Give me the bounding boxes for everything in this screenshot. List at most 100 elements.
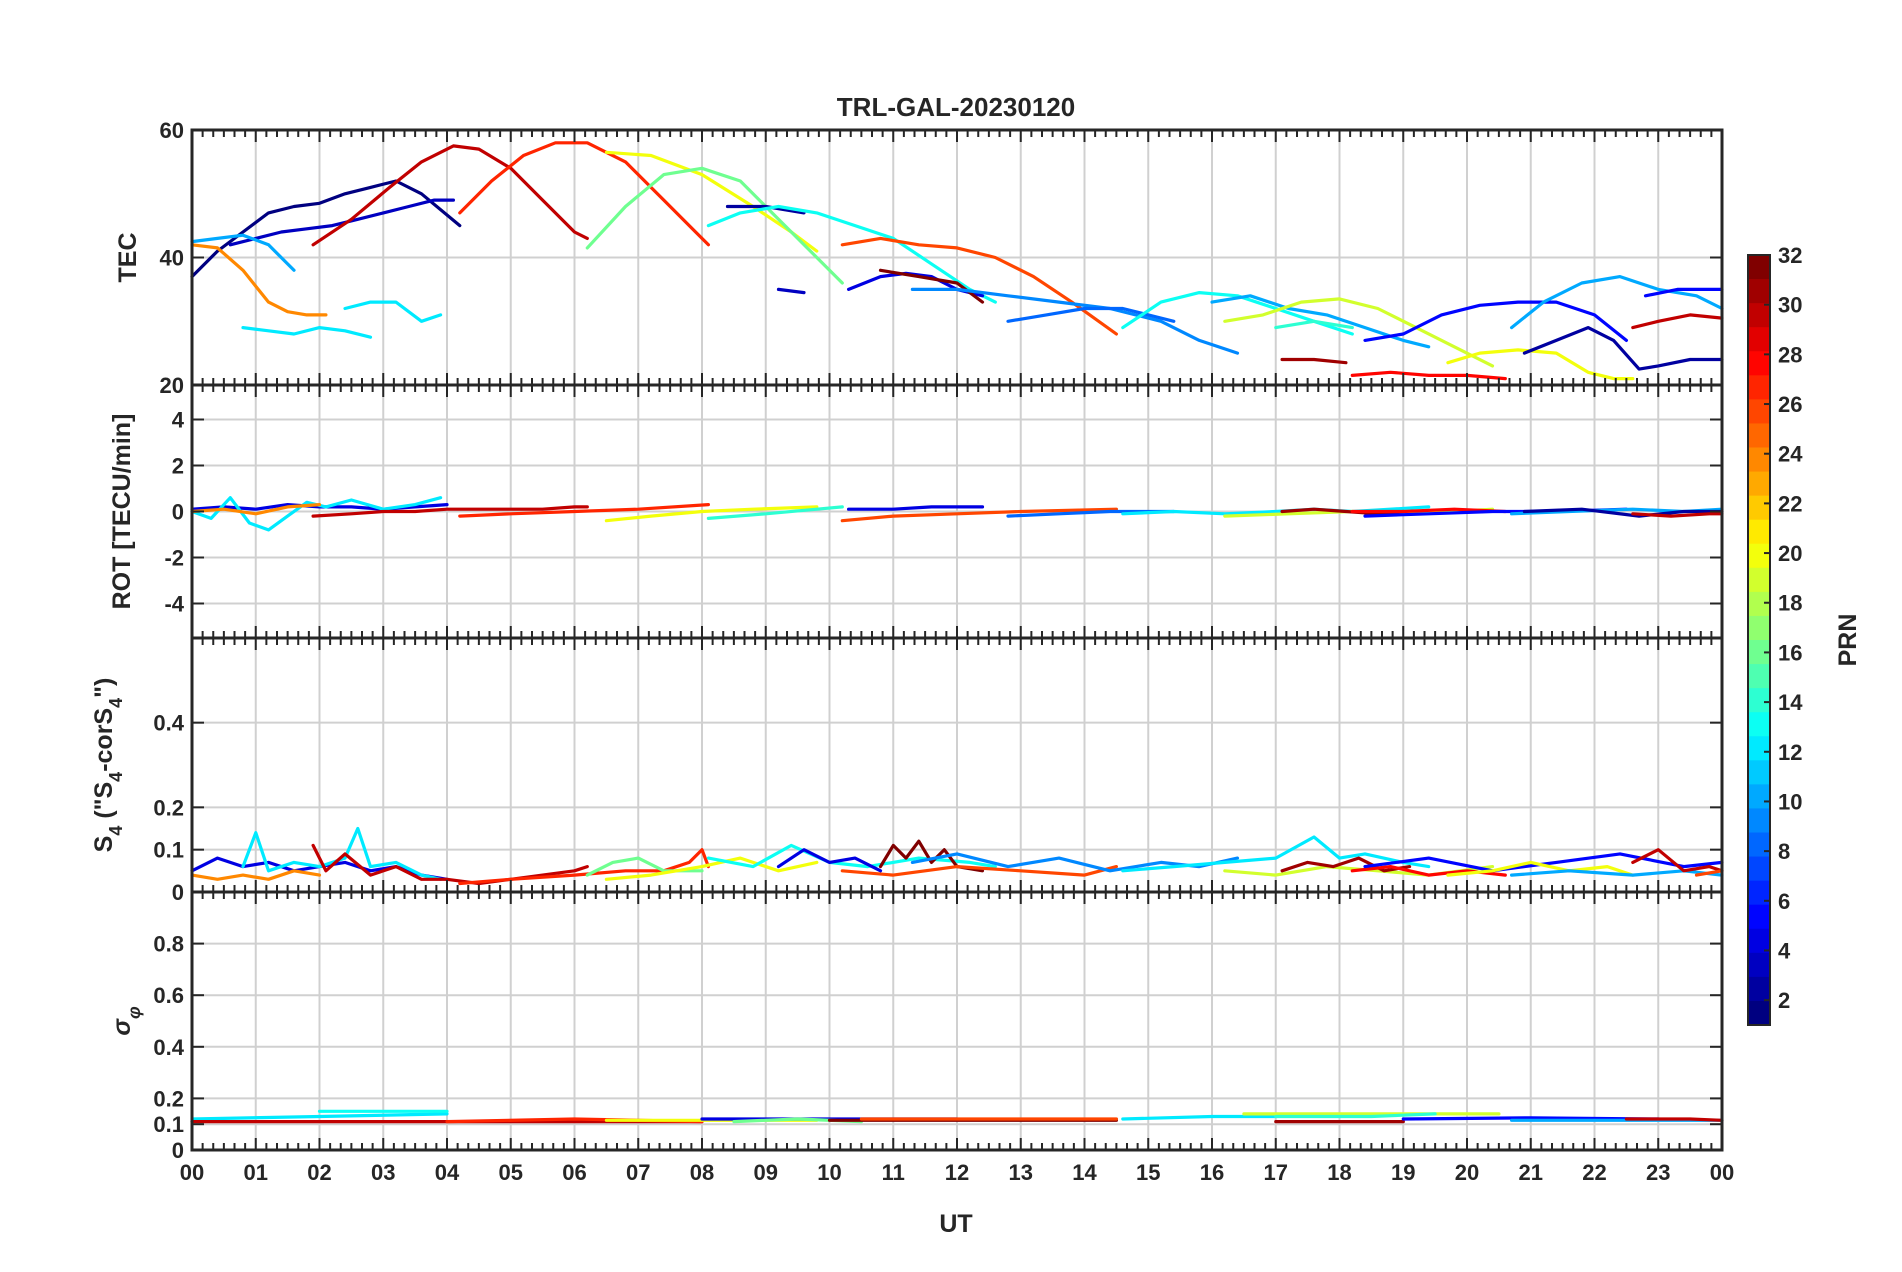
series-prn-26 — [840, 236, 1119, 336]
colorbar-band — [1748, 519, 1770, 545]
series-prn-26 — [840, 507, 1119, 523]
y-tick-label: 0 — [172, 500, 184, 525]
x-axis-label: UT — [939, 1210, 972, 1238]
series-prn-19 — [1223, 297, 1495, 368]
series-prn-3 — [228, 198, 455, 247]
colorbar-band — [1748, 279, 1770, 304]
panel-tec: 20 40 60 TEC — [114, 118, 1724, 398]
series-prn-13 — [706, 204, 997, 304]
series-prn-9 — [910, 287, 1240, 355]
y-tick-label: 40 — [160, 246, 184, 271]
series-prn-30 — [311, 505, 589, 518]
colorbar-tick-label: 10 — [1778, 789, 1802, 814]
colorbar-band — [1748, 567, 1770, 593]
series-prn-26 — [840, 864, 1119, 877]
series-prn-12 — [241, 326, 373, 339]
series-prn-4 — [846, 505, 985, 511]
colorbar-band — [1748, 904, 1770, 930]
x-axis: 00 01 02 03 04 05 06 07 08 09 10 11 12 13 14 15 16 17 18 19… — [180, 1160, 1734, 1185]
x-tick-label: 22 — [1582, 1160, 1606, 1185]
colorbar-band — [1748, 327, 1770, 352]
series-prn-5 — [1643, 287, 1724, 298]
series-prn-31 — [1280, 856, 1412, 873]
colorbar-band — [1748, 591, 1770, 617]
colorbar-tick-label: 22 — [1778, 491, 1802, 516]
x-tick-label: 01 — [244, 1160, 268, 1185]
colorbar-tick-label: 14 — [1778, 690, 1803, 715]
x-tick-label: 19 — [1391, 1160, 1415, 1185]
colorbar-tick-label: 30 — [1778, 293, 1802, 318]
colorbar-tick-label: 24 — [1778, 442, 1803, 467]
x-tick-label: 02 — [307, 1160, 331, 1185]
series-prn-2 — [725, 204, 806, 215]
series-prn-30 — [1631, 848, 1724, 873]
x-tick-label: 21 — [1519, 1160, 1543, 1185]
series-prn-12 — [343, 300, 443, 323]
y-tick-label: 0.1 — [153, 838, 184, 863]
series-prn-27 — [458, 141, 711, 247]
colorbar-band — [1748, 808, 1770, 834]
colorbar-band — [1748, 736, 1770, 761]
y-tick-label: 0.2 — [153, 1086, 184, 1111]
series-prn-20 — [1446, 348, 1635, 381]
panel-sigma: 00.10.2 0.4 0.6 0.8 σφ — [108, 890, 1724, 1163]
x-tick-label: 18 — [1327, 1160, 1351, 1185]
y-tick-label: 0.6 — [153, 983, 184, 1008]
x-tick-label: 11 — [882, 1160, 905, 1185]
colorbar-band — [1748, 471, 1770, 497]
colorbar-band — [1748, 784, 1770, 810]
y-axis-label-rot: ROT [TECU/min] — [108, 414, 136, 610]
colorbar-band — [1748, 952, 1770, 978]
y-tick-label: 0.1 — [153, 1112, 184, 1137]
y-tick-label: 0 — [172, 880, 184, 905]
x-tick-label: 00 — [1710, 1160, 1734, 1185]
colorbar-label: PRN — [1834, 614, 1862, 667]
series-prn-3 — [776, 287, 806, 295]
series-prn-14 — [1274, 319, 1354, 330]
series-prn-20 — [1446, 860, 1635, 877]
colorbar-band — [1748, 543, 1770, 569]
x-tick-label: 12 — [945, 1160, 969, 1185]
x-tick-label: 10 — [817, 1160, 841, 1185]
series-prn-14 — [706, 505, 844, 521]
x-tick-label: 04 — [435, 1160, 460, 1185]
x-tick-label: 03 — [371, 1160, 395, 1185]
colorbar-band — [1748, 255, 1770, 280]
colorbar-tick-label: 26 — [1778, 392, 1802, 417]
x-tick-label: 14 — [1072, 1160, 1097, 1185]
series-prn-14 — [1274, 1112, 1437, 1119]
y-tick-label: -4 — [164, 592, 184, 617]
y-axis-label-sigma: σφ — [108, 1006, 144, 1036]
y-tick-label: 2 — [172, 454, 184, 479]
colorbar-band — [1748, 976, 1770, 1002]
series-prn-2 — [1522, 326, 1724, 371]
colorbar-band — [1748, 640, 1770, 665]
series-prn-30 — [1631, 313, 1724, 330]
colorbar-band — [1748, 928, 1770, 954]
series-prn-10 — [1509, 869, 1724, 877]
colorbar-frame — [1747, 254, 1771, 1026]
series-prn-10 — [190, 233, 296, 272]
colorbar-tick-label: 18 — [1778, 591, 1802, 616]
series-prn-8 — [1006, 306, 1176, 323]
x-tick-label: 16 — [1200, 1160, 1224, 1185]
series-prn-12 — [241, 826, 443, 881]
colorbar-tick-label: 2 — [1778, 988, 1790, 1013]
series-prn-20 — [604, 856, 819, 881]
series-prn-28 — [1350, 370, 1507, 381]
series-prn-27 — [458, 503, 711, 518]
series-prn-5 — [1363, 852, 1724, 873]
y-tick-label: 0 — [172, 1138, 184, 1163]
x-tick-label: 08 — [690, 1160, 714, 1185]
series-prn-16 — [585, 166, 844, 285]
series-prn-13 — [706, 843, 997, 869]
series-prn-30 — [1624, 1117, 1724, 1122]
colorbar-band — [1748, 688, 1770, 713]
colorbar-band — [1748, 856, 1770, 882]
chart-title: TRL-GAL-20230120 — [837, 92, 1075, 122]
x-tick-label: 13 — [1009, 1160, 1033, 1185]
colorbar-tick-label: 28 — [1778, 342, 1802, 367]
series-prn-10 — [1509, 275, 1724, 330]
colorbar-tick-label: 8 — [1778, 839, 1790, 864]
